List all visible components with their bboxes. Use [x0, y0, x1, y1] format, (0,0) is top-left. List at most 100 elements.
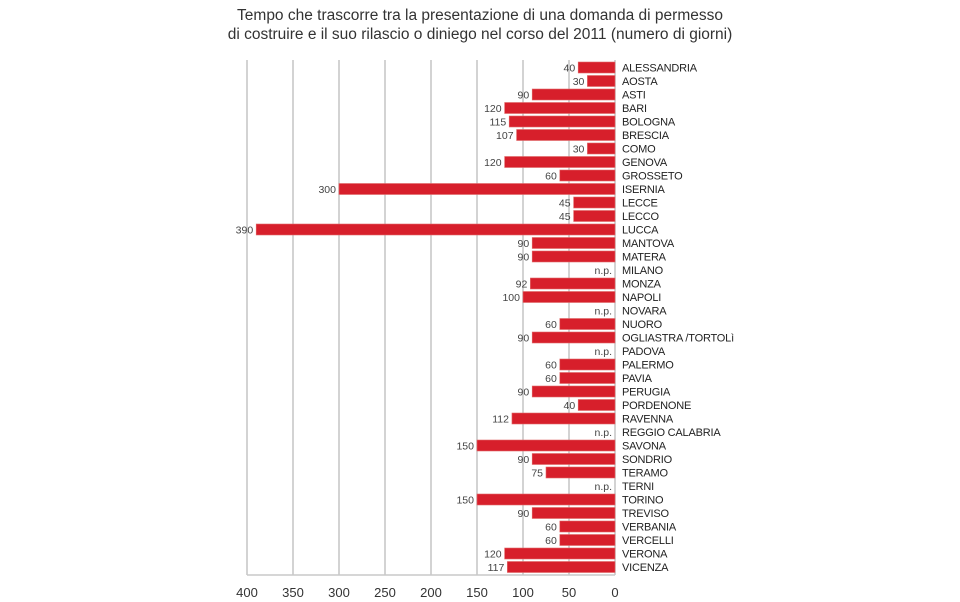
value-label: 92: [516, 279, 528, 291]
missing-value-label: n.p.: [594, 265, 612, 277]
bar: [559, 534, 616, 546]
x-tick-label: 250: [374, 585, 396, 600]
value-label: 45: [559, 211, 571, 223]
value-label: 120: [484, 103, 502, 115]
bar: [577, 399, 616, 411]
category-label: BOLOGNA: [622, 117, 676, 129]
value-label: 300: [318, 184, 336, 196]
bar: [522, 291, 616, 303]
value-label: 90: [518, 454, 530, 466]
value-label: 117: [488, 562, 505, 574]
value-label: 120: [484, 549, 502, 561]
value-label: 60: [545, 360, 557, 372]
value-label: 60: [545, 373, 557, 385]
category-label: TORINO: [622, 495, 664, 507]
value-label: 90: [518, 508, 530, 520]
category-label: MATERA: [622, 252, 667, 264]
value-label: 60: [545, 319, 557, 331]
category-label: RAVENNA: [622, 414, 674, 426]
x-tick-label: 300: [328, 585, 350, 600]
value-label: 390: [236, 225, 254, 237]
value-label: 60: [545, 535, 557, 547]
bars: [255, 61, 616, 573]
bar: [531, 385, 616, 398]
value-label: 30: [573, 76, 585, 88]
category-label: TERNI: [622, 481, 654, 493]
category-label: SONDRIO: [622, 454, 673, 466]
value-label: 90: [518, 333, 530, 345]
category-label: TERAMO: [622, 468, 669, 480]
category-label: REGGIO CALABRIA: [622, 427, 721, 439]
bar: [559, 318, 616, 330]
x-tick-label: 400: [236, 585, 258, 600]
bar: [508, 115, 616, 128]
category-label: COMO: [622, 144, 656, 156]
x-tick-label: 0: [611, 585, 618, 600]
bar: [559, 169, 616, 182]
value-label: 90: [518, 387, 530, 399]
x-tick-label: 150: [466, 585, 488, 600]
category-label: SAVONA: [622, 441, 667, 453]
missing-value-label: n.p.: [594, 481, 612, 493]
bar: [587, 142, 616, 155]
value-label: 150: [456, 441, 474, 453]
x-axis-ticks: 400 350 300 250 200 150 100 50 0: [236, 585, 618, 600]
bar: [573, 210, 616, 222]
bar: [587, 75, 616, 87]
x-tick-label: 100: [512, 585, 534, 600]
category-label: PAVIA: [622, 373, 653, 385]
value-label: 90: [518, 238, 530, 250]
bar: [476, 439, 616, 452]
value-label: 150: [456, 495, 474, 507]
bar: [511, 412, 616, 425]
category-label: MONZA: [622, 279, 662, 291]
value-label: 90: [518, 252, 530, 264]
labels: 40 ALESSANDRIA 30 AOSTA 90 ASTI 120 BARI 115 BOLO…: [236, 63, 735, 575]
missing-value-label: n.p.: [594, 427, 612, 439]
bar: [577, 61, 616, 74]
bar: [507, 561, 616, 573]
bar: [531, 250, 616, 263]
category-label: ISERNIA: [622, 184, 665, 196]
value-label: 45: [559, 198, 571, 210]
category-label: PERUGIA: [622, 387, 671, 399]
x-tick-label: 50: [562, 585, 576, 600]
category-label: LECCE: [622, 198, 658, 210]
category-label: MANTOVA: [622, 238, 675, 250]
chart-title: Tempo che trascorre tra la presentazione…: [0, 6, 960, 44]
value-label: 90: [518, 90, 530, 102]
value-label: 40: [564, 63, 576, 75]
bar: [531, 331, 616, 344]
bar: [504, 547, 616, 560]
bar: [531, 507, 616, 519]
category-label: NOVARA: [622, 306, 667, 318]
value-label: 115: [489, 117, 506, 129]
category-label: PORDENONE: [622, 400, 691, 412]
value-label: 75: [531, 468, 543, 480]
value-label: 40: [564, 400, 576, 412]
value-label: 30: [573, 144, 585, 156]
chart-title-line-1: Tempo che trascorre tra la presentazione…: [237, 7, 723, 24]
category-label: VERBANIA: [622, 522, 677, 534]
bar: [504, 102, 616, 114]
value-label: 60: [545, 522, 557, 534]
bar: [530, 277, 616, 290]
missing-value-label: n.p.: [594, 346, 612, 358]
bar: [531, 88, 616, 101]
bar: [559, 358, 616, 371]
chart-title-line-2: di costruire e il suo rilascio o diniego…: [227, 26, 733, 43]
bar: [545, 466, 616, 479]
bar: [476, 493, 616, 506]
bar: [559, 372, 616, 384]
category-label: NAPOLI: [622, 292, 661, 304]
bar: [531, 453, 616, 465]
category-label: PALERMO: [622, 360, 674, 372]
category-label: NUORO: [622, 319, 663, 331]
x-tick-label: 350: [282, 585, 304, 600]
value-label: 120: [484, 157, 502, 169]
bar: [338, 183, 616, 195]
bar: [504, 156, 616, 168]
category-label: LECCO: [622, 211, 660, 223]
category-label: GROSSETO: [622, 171, 683, 183]
